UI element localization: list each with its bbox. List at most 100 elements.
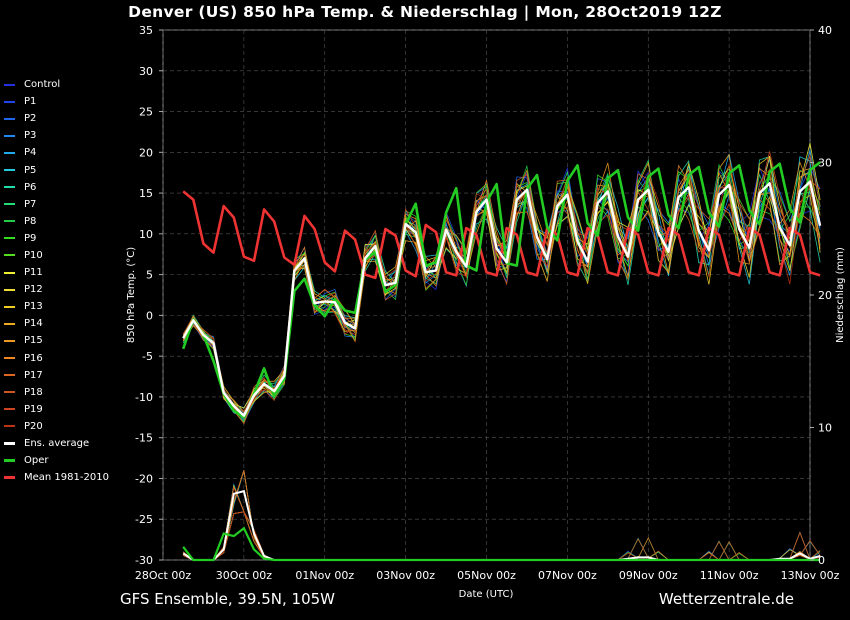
y2-axis-label: Niederschlag (mm) (835, 247, 846, 343)
oper-precip-line (182, 526, 821, 562)
legend-swatch (4, 476, 15, 480)
legend-swatch (4, 339, 15, 342)
legend-swatch (4, 322, 15, 325)
member-precip-line (182, 483, 821, 561)
legend-item: P5 (4, 161, 109, 178)
y-tick-label: -15 (135, 432, 153, 445)
y-tick-label: 15 (139, 187, 153, 200)
legend-swatch (4, 459, 15, 463)
legend-swatch (4, 357, 15, 360)
source-credit: Wetterzentrale.de (658, 590, 794, 608)
legend-item: P8 (4, 213, 109, 230)
member-precip-line (182, 482, 821, 561)
legend-item: P19 (4, 401, 109, 418)
legend-label: P7 (24, 198, 37, 210)
legend-label: P19 (24, 403, 43, 415)
chart-title: Denver (US) 850 hPa Temp. & Niederschlag… (128, 3, 722, 21)
x-tick-label: 09Nov 00z (619, 569, 678, 582)
legend-swatch (4, 151, 15, 154)
y2-tick-label: 10 (818, 422, 832, 435)
legend-item: Oper (4, 452, 109, 469)
legend-swatch (4, 134, 15, 137)
y-tick-label: -30 (135, 554, 153, 567)
legend-swatch (4, 100, 15, 103)
member-precip-line (182, 485, 821, 561)
legend-label: P13 (24, 301, 43, 313)
legend-swatch (4, 305, 15, 308)
y2-tick-label: 20 (818, 289, 832, 302)
legend-item: P11 (4, 264, 109, 281)
member-precip-line (182, 484, 821, 561)
legend-item: P15 (4, 332, 109, 349)
x-tick-label: 13Nov 00z (781, 569, 840, 582)
legend-item: P17 (4, 367, 109, 384)
x-tick-label: 05Nov 00z (457, 569, 516, 582)
ens-average-line (182, 180, 822, 417)
legend-label: P12 (24, 284, 43, 296)
member-precip-line (182, 483, 821, 561)
member-precip-line (183, 470, 821, 561)
legend-swatch (4, 391, 15, 394)
legend-label: P2 (24, 113, 37, 125)
legend-swatch (4, 408, 15, 411)
x-tick-label: 03Nov 00z (376, 569, 435, 582)
legend-item: P16 (4, 350, 109, 367)
y-tick-label: 0 (146, 309, 153, 322)
legend-label: P18 (24, 386, 43, 398)
legend-label: P17 (24, 369, 43, 381)
member-precip-line (183, 470, 821, 561)
member-precip-line (182, 484, 821, 561)
legend-swatch (4, 442, 15, 446)
legend-item: P4 (4, 144, 109, 161)
y2-axis-ticks: 0 10 20 30 40 (810, 24, 832, 567)
legend-label: P10 (24, 249, 43, 261)
legend-swatch (4, 425, 15, 428)
model-info: GFS Ensemble, 39.5N, 105W (120, 590, 335, 608)
legend-swatch (4, 117, 15, 120)
x-tick-label: 01Nov 00z (295, 569, 354, 582)
y-tick-label: 20 (139, 146, 153, 159)
legend-item: P3 (4, 127, 109, 144)
legend-item: Mean 1981-2010 (4, 469, 109, 486)
legend-swatch (4, 169, 15, 172)
y-tick-label: 10 (139, 228, 153, 241)
legend-label: P14 (24, 318, 43, 330)
legend-label: Ens. average (24, 438, 90, 450)
legend-label: P8 (24, 215, 37, 227)
legend-swatch (4, 254, 15, 257)
legend-swatch (4, 186, 15, 189)
legend-item: P6 (4, 179, 109, 196)
y-tick-label: 25 (139, 106, 153, 119)
legend-item: P2 (4, 110, 109, 127)
legend-swatch (4, 374, 15, 377)
y-tick-label: -20 (135, 472, 153, 485)
legend-swatch (4, 271, 15, 274)
x-tick-label: 11Nov 00z (700, 569, 759, 582)
legend-item: P20 (4, 418, 109, 435)
y-tick-label: 5 (146, 269, 153, 282)
legend-label: P5 (24, 164, 37, 176)
legend-swatch (4, 83, 15, 86)
y-tick-label: -5 (142, 350, 153, 363)
legend-label: P9 (24, 232, 37, 244)
y2-tick-label: 40 (818, 24, 832, 37)
member-precip-line (183, 470, 821, 561)
y2-tick-label: 0 (818, 554, 825, 567)
legend-swatch (4, 237, 15, 240)
member-precip-line (183, 470, 821, 561)
legend-item: P1 (4, 93, 109, 110)
legend-label: P1 (24, 96, 37, 108)
x-axis-ticks: 28Oct 00z 30Oct 00z 01Nov 00z 03Nov 00z 05No… (135, 569, 840, 582)
legend-swatch (4, 203, 15, 206)
legend-item: P14 (4, 315, 109, 332)
x-tick-label: 07Nov 00z (538, 569, 597, 582)
legend: Control P1 P2 P3 P4 P5 P6 P7 P8 P9 P10 P11 P12 P13 P14… (4, 76, 109, 486)
legend-item: Control (4, 76, 109, 93)
legend-item: P12 (4, 281, 109, 298)
y-tick-label: 30 (139, 65, 153, 78)
ensemble-members (182, 143, 821, 561)
member-precip-line (183, 470, 821, 561)
y-axis-label: 850 hPa Temp. (°C) (126, 247, 137, 343)
legend-item: P13 (4, 298, 109, 315)
